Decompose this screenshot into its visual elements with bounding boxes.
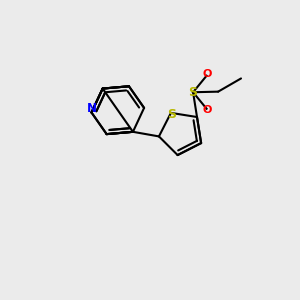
Text: S: S xyxy=(167,108,176,121)
Text: O: O xyxy=(202,69,212,79)
Text: N: N xyxy=(86,102,97,115)
Text: S: S xyxy=(189,86,198,99)
Text: O: O xyxy=(202,105,212,115)
